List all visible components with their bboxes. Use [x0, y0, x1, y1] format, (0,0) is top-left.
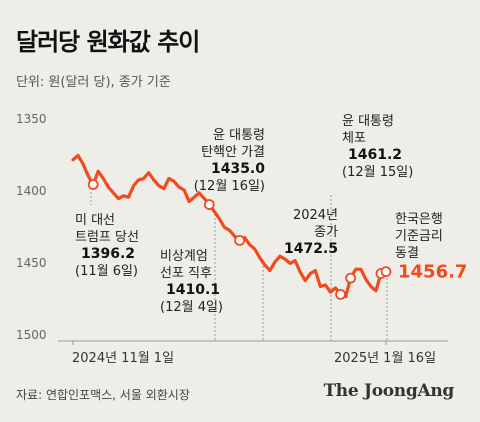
- x-tick-label: 2024년 11월 1일: [72, 351, 174, 366]
- series-line: [71, 153, 388, 299]
- last-value-label: 1456.7: [398, 262, 467, 283]
- annotation-value: 1396.2: [81, 246, 135, 262]
- chart-title: 달러당 원화값 추이: [16, 28, 200, 56]
- annotation-label: 기준금리: [395, 229, 443, 244]
- annotation-label: 2024년: [293, 208, 338, 223]
- annotation-label: 윤 대통령: [342, 114, 394, 129]
- publisher-logo: The JoongAng: [323, 381, 454, 401]
- annotation-value: 1472.5: [284, 241, 338, 257]
- annotation-label: 선포 직후: [160, 266, 212, 281]
- annotation-value: 1410.1: [166, 282, 220, 298]
- x-tick-label: 2025년 1월 16일: [334, 351, 436, 366]
- annotation-label: 종가: [314, 225, 338, 240]
- annotation-label: 체포: [342, 131, 366, 146]
- annotation-label: 트럼프 당선: [75, 230, 139, 245]
- data-point-marker: [345, 272, 357, 284]
- annotation-label: 탄핵안 가결: [201, 145, 265, 160]
- unit-note: 단위: 원(달러 당), 종가 기준: [16, 75, 171, 90]
- annotation-date: (12월 15일): [342, 165, 413, 180]
- y-tick-label: 1400: [16, 184, 47, 198]
- annotation-date: (12월 4일): [160, 300, 223, 315]
- y-tick-label: 1500: [16, 328, 47, 342]
- y-tick-label: 1350: [16, 112, 47, 126]
- data-point-marker: [380, 266, 392, 278]
- annotation-label: 윤 대통령: [213, 128, 265, 143]
- annotation-label: 한국은행: [395, 211, 443, 227]
- annotation-value: 1435.0: [211, 161, 265, 177]
- annotation-date: (11월 6일): [75, 264, 138, 279]
- annotation-label: 비상계엄: [160, 249, 208, 264]
- data-point-marker: [87, 179, 99, 190]
- annotation-label: 미 대선: [75, 213, 115, 228]
- data-point-marker: [335, 288, 346, 300]
- annotation-value: 1461.2: [348, 147, 402, 163]
- annotation-label: 동결: [395, 246, 419, 261]
- source-note: 자료: 연합인포맥스, 서울 외환시장: [16, 388, 190, 402]
- annotation-date: (12월 16일): [194, 179, 265, 194]
- data-point-marker: [203, 199, 215, 210]
- y-tick-label: 1450: [16, 256, 47, 270]
- data-point-marker: [234, 234, 245, 246]
